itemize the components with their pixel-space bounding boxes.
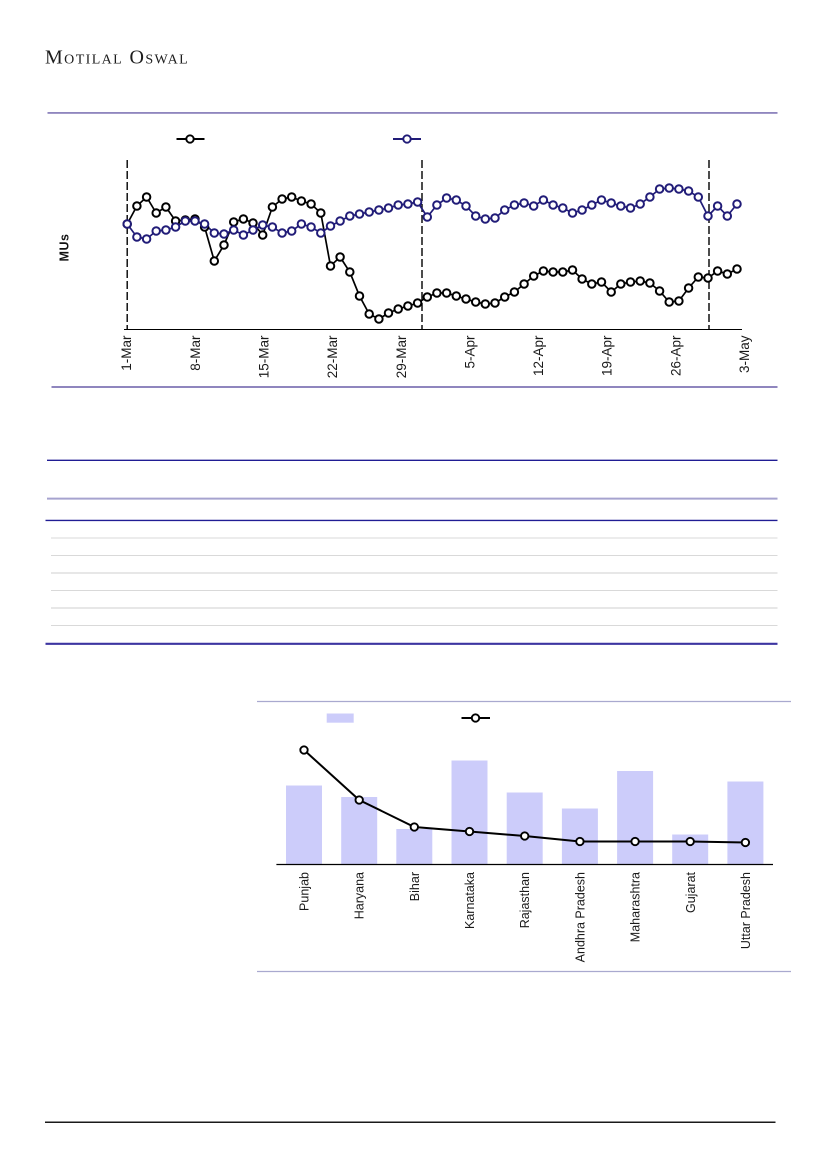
svg-text:26-Apr: 26-Apr [668,335,683,376]
svg-text:MUs: MUs [58,234,72,262]
svg-text:29-Mar: 29-Mar [394,335,409,378]
svg-text:Motilal Oswal: Motilal Oswal [45,47,189,69]
svg-text:8-Mar: 8-Mar [188,335,203,371]
svg-text:Rajasthan: Rajasthan [518,872,532,928]
svg-text:15-Mar: 15-Mar [257,335,272,378]
svg-text:Maharashtra: Maharashtra [629,872,643,942]
svg-text:3-May: 3-May [737,335,752,373]
svg-text:Andhra Pradesh: Andhra Pradesh [573,872,587,962]
svg-text:1-Mar: 1-Mar [119,335,134,371]
svg-text:Karnataka: Karnataka [463,872,477,929]
svg-text:19-Apr: 19-Apr [600,335,615,376]
svg-text:22-Mar: 22-Mar [325,335,340,378]
svg-text:Haryana: Haryana [353,872,367,919]
svg-text:Bihar: Bihar [408,872,422,901]
svg-text:Uttar Pradesh: Uttar Pradesh [739,872,753,949]
svg-text:12-Apr: 12-Apr [531,335,546,376]
svg-text:5-Apr: 5-Apr [462,335,477,369]
svg-text:Punjab: Punjab [298,872,312,911]
svg-text:Gujarat: Gujarat [684,871,698,913]
